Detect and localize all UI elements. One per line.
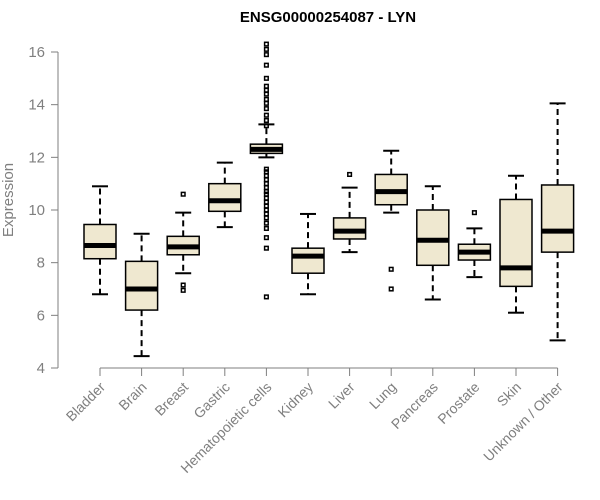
y-axis-label: Expression <box>0 163 17 237</box>
outlier-point <box>263 294 269 300</box>
box <box>499 198 533 288</box>
box <box>124 260 159 311</box>
outlier-point <box>263 220 269 226</box>
box-group <box>332 171 367 254</box>
outlier-point <box>263 41 269 47</box>
outlier-point <box>263 96 269 102</box>
outlier-point <box>263 177 269 183</box>
box-group <box>540 102 575 342</box>
y-tick-label: 12 <box>28 149 45 166</box>
outlier-point <box>263 215 269 221</box>
box <box>416 209 450 267</box>
outlier-point <box>263 91 269 97</box>
x-tick-label: Breast <box>151 379 191 419</box>
y-tick-label: 16 <box>28 44 45 61</box>
outlier-point <box>263 211 269 217</box>
outlier-point <box>263 169 269 175</box>
outlier-point <box>263 83 269 89</box>
x-tick-label: Skin <box>494 379 525 410</box>
box-group <box>249 41 284 300</box>
outlier-point <box>263 235 269 241</box>
outlier-point <box>263 75 269 81</box>
outlier-point <box>263 191 269 197</box>
outlier-point <box>263 181 269 187</box>
outlier-point <box>263 100 269 106</box>
box-group <box>457 210 492 279</box>
y-axis: 4 6 8 10 12 14 16 <box>28 44 59 377</box>
y-tick-label: 10 <box>28 202 45 219</box>
outlier-point <box>471 210 477 216</box>
box <box>208 182 242 213</box>
outlier-point <box>263 173 269 179</box>
box-group <box>124 232 159 358</box>
outlier-point <box>263 112 269 118</box>
chart-title: ENSG00000254087 - LYN <box>240 9 416 26</box>
box-group <box>166 191 200 293</box>
box <box>83 223 117 260</box>
box <box>332 217 367 240</box>
y-tick-label: 4 <box>37 360 45 377</box>
outlier-point <box>263 199 269 205</box>
x-tick-label: Kidney <box>275 379 317 421</box>
box-group <box>208 161 242 229</box>
outlier-point <box>263 87 269 93</box>
outlier-point <box>263 195 269 201</box>
x-tick-label: Liver <box>325 379 358 412</box>
outlier-point <box>263 185 269 191</box>
y-tick-label: 14 <box>28 97 45 114</box>
box-group <box>83 185 117 296</box>
outlier-point <box>263 123 269 129</box>
y-tick-label: 8 <box>37 255 45 272</box>
outlier-point <box>263 52 269 58</box>
outlier-point <box>263 203 269 209</box>
outlier-point <box>263 245 269 251</box>
box-group <box>291 212 325 296</box>
outlier-point <box>388 286 394 292</box>
outlier-point <box>263 166 269 172</box>
outlier-point <box>263 62 269 68</box>
outlier-point <box>263 225 269 231</box>
outlier-point <box>180 282 186 288</box>
x-tick-label: Prostate <box>434 379 482 427</box>
outlier-point <box>180 191 186 197</box>
x-tick-label: Brain <box>115 379 149 413</box>
x-tick-label: Lung <box>366 379 399 412</box>
box-group <box>416 185 450 301</box>
x-tick-label: Unknown / Other <box>480 379 566 465</box>
outlier-point <box>388 266 394 272</box>
outlier-point <box>180 287 186 293</box>
outlier-point <box>263 117 269 124</box>
outlier-point <box>263 189 269 195</box>
y-tick-label: 6 <box>37 307 45 324</box>
outlier-point <box>263 207 269 213</box>
outlier-point <box>263 106 269 112</box>
box <box>540 184 575 253</box>
box-group <box>499 174 533 314</box>
x-tick-label: Bladder <box>63 379 109 425</box>
box <box>291 247 325 274</box>
outlier-point <box>263 46 269 52</box>
plot-area <box>83 41 575 358</box>
outlier-point <box>347 171 353 177</box>
box-group <box>374 149 408 292</box>
